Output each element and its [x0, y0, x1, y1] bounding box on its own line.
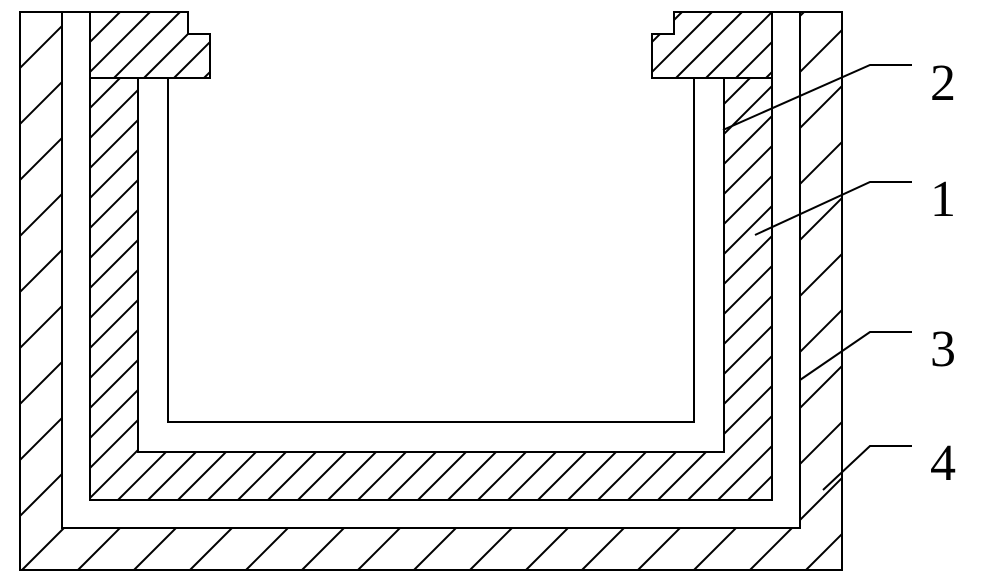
layer-3-outline [62, 12, 800, 528]
label-1: 1 [930, 171, 956, 228]
layer-1-cap-right [652, 12, 772, 78]
leader-1 [755, 182, 912, 235]
label-4: 4 [930, 435, 956, 492]
layer-2-outline [138, 78, 724, 452]
leader-3 [800, 332, 912, 380]
callouts: 2 1 3 4 [723, 55, 956, 492]
layer-1-body-outline [90, 78, 772, 500]
leader-2 [723, 65, 912, 130]
label-2: 2 [930, 55, 956, 112]
label-3: 3 [930, 321, 956, 378]
layer-1-cap-left [90, 12, 210, 78]
